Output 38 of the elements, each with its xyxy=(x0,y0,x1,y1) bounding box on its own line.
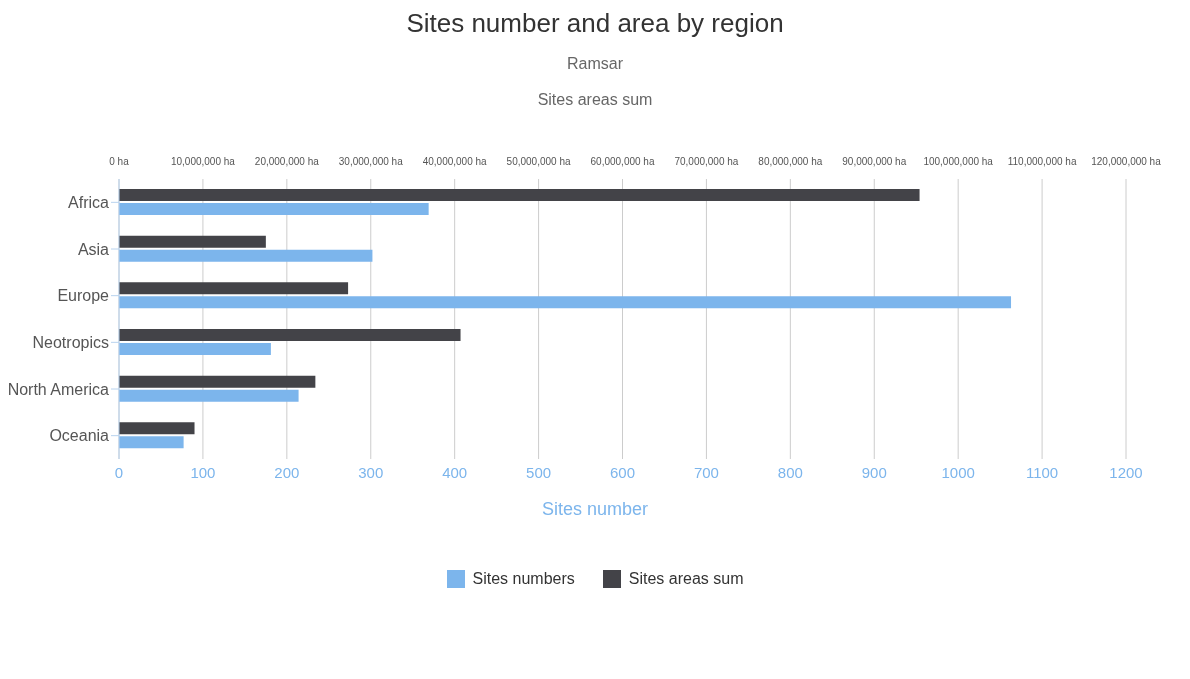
x-tick-label: 1200 xyxy=(1109,463,1143,481)
x-tick-label: 600 xyxy=(609,463,636,481)
x2-tick-label: 70,000,000 ha xyxy=(674,156,739,167)
x2-tick-label: 10,000,000 ha xyxy=(170,156,236,167)
x2-tick-label: 0 ha xyxy=(109,156,130,167)
x-tick-label: 500 xyxy=(526,463,552,481)
x2-tick-label: 30,000,000 ha xyxy=(338,156,404,167)
x-tick-label: 200 xyxy=(274,463,300,481)
x2-axis-title: Sites areas sum xyxy=(536,91,654,109)
chart-subtitle: Ramsar xyxy=(566,55,624,73)
x-tick-label: 0 xyxy=(114,463,124,481)
x-tick-label: 400 xyxy=(442,463,468,481)
x2-tick-label: 120,000,000 ha xyxy=(1091,156,1162,167)
x-tick-label: 900 xyxy=(861,463,887,481)
x-tick-label: 800 xyxy=(777,463,803,481)
y-tick-label: Asia xyxy=(77,240,110,258)
y-tick-label: Africa xyxy=(68,194,110,212)
legend-label: Sites areas sum xyxy=(627,570,744,588)
legend-label: Sites numbers xyxy=(471,570,575,588)
x2-tick-label: 20,000,000 ha xyxy=(254,156,320,167)
y-tick-label: Oceania xyxy=(49,427,110,445)
x2-tick-label: 50,000,000 ha xyxy=(506,156,571,167)
x2-tick-label: 110,000,000 ha xyxy=(1007,156,1077,167)
x-tick-label: 1100 xyxy=(1025,463,1059,481)
x2-tick-label: 40,000,000 ha xyxy=(422,156,488,167)
x2-tick-label: 60,000,000 ha xyxy=(590,156,655,167)
y-tick-label: Neotropics xyxy=(32,334,109,352)
y-tick-label: Europe xyxy=(57,287,110,305)
x2-tick-label: 100,000,000 ha xyxy=(923,156,994,167)
x-tick-label: 300 xyxy=(358,463,384,481)
x-tick-label: 700 xyxy=(693,463,719,481)
x2-tick-label: 90,000,000 ha xyxy=(842,156,907,167)
x-tick-label: 100 xyxy=(190,463,216,481)
x-axis-title: Sites number xyxy=(540,499,650,520)
x2-tick-label: 80,000,000 ha xyxy=(758,156,823,167)
x-tick-label: 1000 xyxy=(941,463,975,481)
y-tick-label: North America xyxy=(7,380,110,398)
chart-title: Sites number and area by region xyxy=(405,8,785,39)
